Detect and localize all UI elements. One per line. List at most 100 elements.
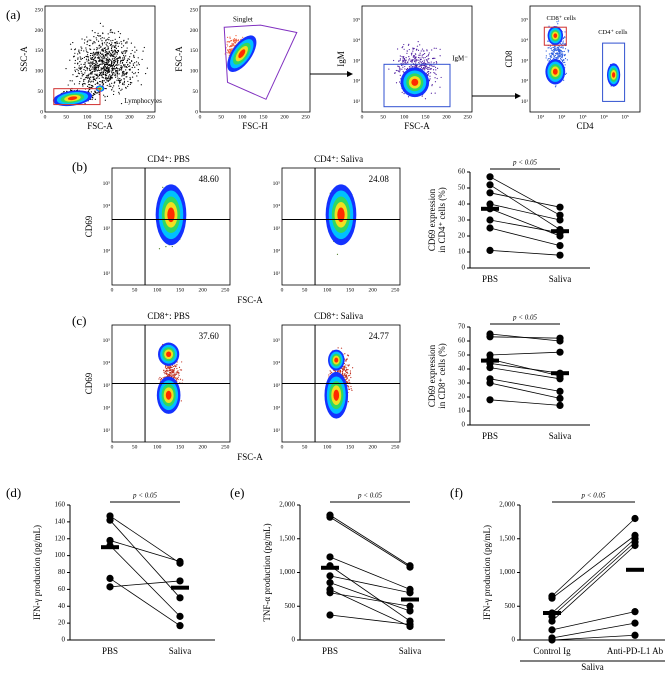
event-dot <box>93 76 94 77</box>
event-dot <box>171 375 172 376</box>
plot-title: CD8⁺: Saliva <box>314 311 363 321</box>
event-dot <box>102 82 103 83</box>
event-dot <box>422 48 423 49</box>
event-dot <box>114 62 115 63</box>
y-tick-label: 70 <box>458 323 466 331</box>
event-dot <box>122 62 123 63</box>
event-dot <box>118 92 119 93</box>
event-dot <box>88 87 89 88</box>
event-dot <box>102 49 103 50</box>
event-dot <box>419 55 420 56</box>
event-dot <box>393 60 394 61</box>
event-dot <box>546 55 547 56</box>
x-tick-label: Saliva <box>399 646 422 656</box>
group-label: Saliva <box>581 662 604 672</box>
event-dot <box>174 365 175 366</box>
event-dot <box>77 59 78 60</box>
event-dot <box>401 69 402 70</box>
event-dot <box>131 61 132 62</box>
event-dot <box>108 77 109 78</box>
event-dot <box>98 65 99 66</box>
event-dot <box>129 65 130 66</box>
event-dot <box>114 63 115 64</box>
event-dot <box>342 373 343 374</box>
event-dot <box>86 59 87 60</box>
x-tick-label: 50 <box>218 114 224 120</box>
event-dot <box>111 71 112 72</box>
event-dot <box>74 83 75 84</box>
event-dot <box>87 44 88 45</box>
event-dot <box>110 64 111 65</box>
x-tick-label: 100 <box>83 114 92 120</box>
event-dot <box>86 56 87 57</box>
event-dot <box>116 41 117 42</box>
event-dot <box>397 66 398 67</box>
event-dot <box>105 52 106 53</box>
dot <box>176 622 183 629</box>
event-dot <box>99 78 100 79</box>
event-dot <box>568 50 569 51</box>
event-dot <box>411 60 412 61</box>
event-dot <box>111 46 112 47</box>
x-tick-label: 0 <box>111 444 114 450</box>
event-dot <box>347 365 348 366</box>
event-dot <box>561 57 562 58</box>
event-dot <box>427 58 428 59</box>
event-dot <box>103 50 104 51</box>
flow-plot: 05010015020025010¹10²10³10⁴10⁵CD8⁺: Sali… <box>273 311 400 450</box>
event-dot <box>90 62 91 63</box>
event-dot <box>121 47 122 48</box>
event-dot <box>556 48 557 49</box>
event-dot <box>103 61 104 62</box>
event-dot <box>69 60 70 61</box>
event-dot <box>113 85 114 86</box>
event-dot <box>178 377 179 378</box>
x-tick-label: 150 <box>176 287 185 293</box>
event-dot <box>409 49 410 50</box>
x-tick-label: 200 <box>125 114 134 120</box>
event-dot <box>403 93 404 94</box>
pair-line <box>330 615 410 624</box>
event-dot <box>94 94 95 95</box>
event-dot <box>433 72 434 73</box>
event-dot <box>104 58 105 59</box>
event-dot <box>139 64 140 65</box>
event-dot <box>97 35 98 36</box>
event-dot <box>98 60 99 61</box>
mean-bar <box>551 371 569 375</box>
event-dot <box>428 62 429 63</box>
y-tick-label: 150 <box>190 48 199 54</box>
event-dot <box>93 36 94 37</box>
event-dot <box>81 66 82 67</box>
event-dot <box>91 91 92 92</box>
event-dot <box>107 96 108 97</box>
event-dot <box>229 48 230 49</box>
event-dot <box>90 58 91 59</box>
event-dot <box>85 62 86 63</box>
event-dot <box>404 58 405 59</box>
y-tick-label: 10¹ <box>103 271 111 277</box>
event-dot <box>82 84 83 85</box>
event-dot <box>93 55 94 56</box>
event-dot <box>92 76 93 77</box>
event-dot <box>562 61 563 62</box>
event-dot <box>95 54 96 55</box>
event-dot <box>348 401 349 402</box>
event-dot <box>121 43 122 44</box>
event-dot <box>100 64 101 65</box>
event-dot <box>164 372 165 373</box>
x-axis-label: FSC-A <box>237 452 263 462</box>
event-dot <box>330 371 331 372</box>
event-dot <box>120 60 121 61</box>
event-dot <box>81 73 82 74</box>
x-tick-label: 50 <box>302 287 308 293</box>
dot <box>406 589 413 596</box>
event-dot <box>165 371 166 372</box>
event-dot <box>94 42 95 43</box>
x-tick-label: 50 <box>302 444 308 450</box>
event-dot <box>408 56 409 57</box>
dot <box>326 553 333 560</box>
pair-line <box>490 185 560 230</box>
y-tick-label: 250 <box>190 8 199 14</box>
x-tick-label: 150 <box>421 114 430 120</box>
